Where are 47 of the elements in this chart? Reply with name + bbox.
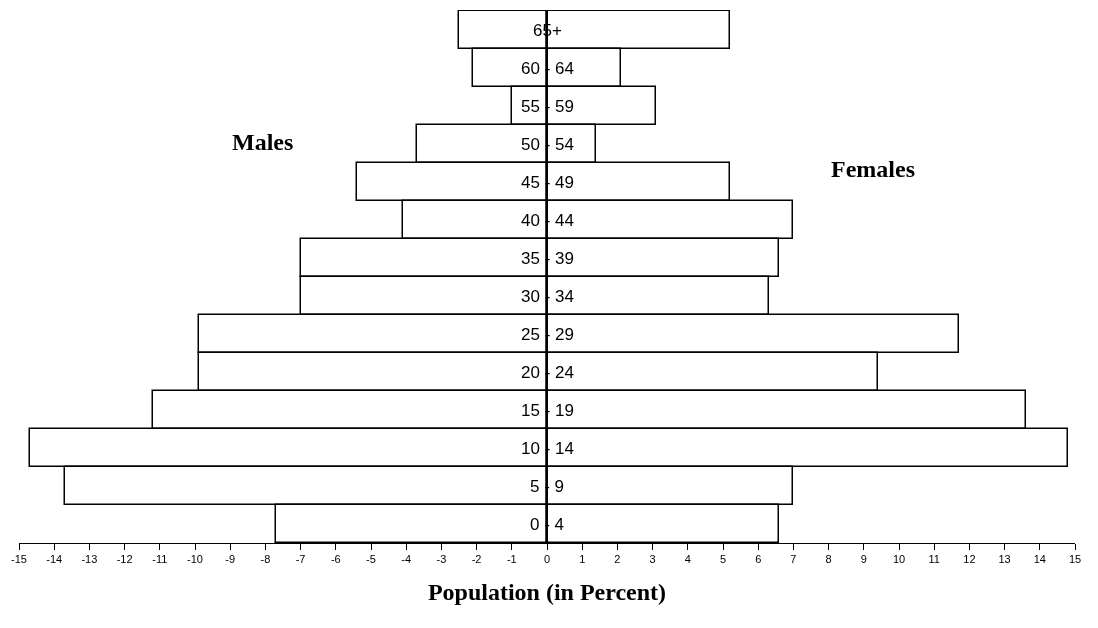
x-tick-label: 13 — [998, 553, 1011, 566]
x-axis-title: Population (in Percent) — [427, 578, 667, 605]
x-tick-label: -4 — [401, 553, 412, 566]
x-tick-label: -10 — [187, 553, 203, 566]
y-tick-label: 15 - 19 — [521, 401, 574, 420]
x-tick-label: -9 — [225, 553, 236, 566]
y-tick-label: 30 - 34 — [521, 287, 574, 306]
x-tick-label: 8 — [825, 553, 832, 566]
y-tick-label: 55 - 59 — [521, 97, 574, 116]
x-tick-label: -8 — [260, 553, 271, 566]
text: Males — [232, 129, 294, 155]
x-tick-label: -13 — [81, 553, 98, 566]
x-tick-label: 5 — [719, 553, 727, 566]
x-tick-label: 4 — [684, 553, 691, 566]
y-tick-label: 20 - 24 — [521, 363, 574, 382]
y-tick-label: 45 - 49 — [521, 173, 574, 192]
x-tick-label: 7 — [790, 553, 797, 566]
y-tick-label: 25 - 29 — [521, 325, 574, 344]
x-tick-label: -3 — [436, 553, 447, 566]
y-tick-label: 5 - 9 — [530, 477, 565, 496]
x-tick-label: 0 — [543, 553, 551, 566]
series-label: Females — [831, 156, 915, 182]
x-tick-label: 3 — [649, 553, 656, 566]
y-tick-label: 35 - 39 — [521, 249, 574, 268]
x-tick-label: 11 — [928, 553, 940, 566]
y-tick-label: 40 - 44 — [521, 211, 574, 230]
x-tick-label: 12 — [963, 553, 976, 566]
y-tick-label: 50 - 54 — [521, 135, 574, 154]
x-tick-label: 6 — [755, 553, 762, 566]
x-tick-label: -12 — [116, 553, 133, 566]
x-tick-label: 9 — [860, 553, 867, 566]
x-tick-label: 1 — [579, 553, 586, 566]
y-tick-label: 0 - 4 — [530, 515, 565, 534]
x-tick-label: -7 — [295, 553, 306, 566]
x-tick-label: -11 — [152, 553, 168, 566]
y-tick-label: 10 - 14 — [521, 439, 574, 458]
x-tick-label: 15 — [1068, 553, 1082, 566]
x-tick-label: 10 — [892, 553, 906, 566]
x-tick-label: -14 — [46, 553, 63, 566]
x-tick-label: 2 — [614, 553, 621, 566]
x-tick-label: -2 — [471, 553, 482, 566]
x-tick-label: -6 — [330, 553, 341, 566]
x-tick-label: 14 — [1033, 553, 1046, 566]
y-tick-label: 60 - 64 — [521, 59, 574, 78]
x-tick-label: -5 — [366, 553, 376, 566]
x-tick-label: -15 — [11, 553, 27, 566]
x-tick-label: -1 — [506, 553, 517, 566]
